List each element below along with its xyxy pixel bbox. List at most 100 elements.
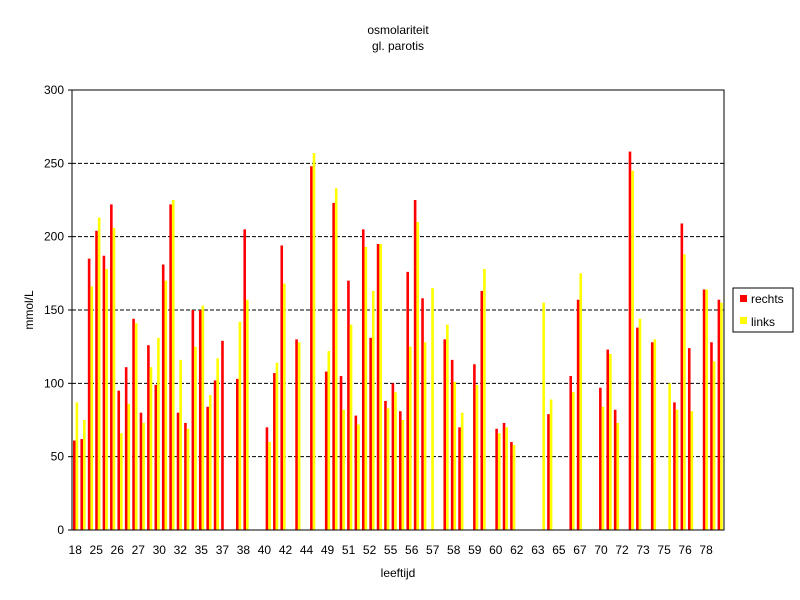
- bar-rechts: [206, 406, 209, 530]
- bar-rechts: [576, 299, 580, 530]
- bar-rechts: [636, 327, 639, 530]
- bar-rechts: [495, 428, 498, 530]
- x-axis-label: leeftijd: [381, 566, 416, 580]
- bar-links: [720, 302, 723, 530]
- bar-links: [179, 359, 182, 530]
- bar-links: [75, 402, 79, 530]
- bar-links: [268, 442, 271, 530]
- bar-rechts: [176, 412, 180, 530]
- bar-links: [683, 254, 686, 530]
- bar-rechts: [243, 229, 247, 530]
- bar-rechts: [673, 402, 676, 530]
- bar-rechts: [339, 376, 343, 530]
- legend-label-rechts: rechts: [751, 292, 784, 306]
- bar-links: [186, 428, 190, 530]
- bar-links: [201, 305, 205, 530]
- x-tick-label: 37: [216, 543, 230, 557]
- chart-subtitle: gl. parotis: [372, 39, 424, 53]
- bar-rechts: [110, 204, 113, 530]
- bar-links: [572, 392, 575, 530]
- bar-rechts: [376, 244, 380, 530]
- bar-links: [112, 227, 116, 530]
- bar-rechts: [399, 411, 402, 530]
- bar-rechts: [450, 359, 454, 530]
- bar-links: [653, 339, 657, 530]
- bar-rechts: [680, 223, 684, 530]
- bar-links: [631, 170, 634, 531]
- bar-links: [90, 286, 94, 530]
- bar-rechts: [73, 440, 76, 530]
- x-tick-label: 55: [384, 543, 398, 557]
- bar-links: [297, 342, 301, 530]
- x-tick-label: 78: [699, 543, 713, 557]
- bar-links: [105, 268, 108, 530]
- bar-links: [423, 342, 427, 530]
- bar-links: [349, 324, 353, 530]
- bar-rechts: [384, 400, 387, 530]
- bar-links: [127, 403, 131, 530]
- bar-links: [120, 433, 123, 530]
- y-tick-label: 50: [51, 450, 65, 464]
- bar-links: [675, 409, 679, 530]
- bar-rechts: [265, 427, 269, 530]
- bar-rechts: [443, 339, 447, 530]
- bar-links: [327, 351, 331, 530]
- bar-links: [705, 289, 708, 530]
- x-tick-label: 30: [153, 543, 167, 557]
- bar-rechts: [547, 414, 550, 530]
- bar-rechts: [569, 376, 573, 530]
- bar-rechts: [124, 367, 128, 530]
- y-tick-label: 0: [57, 523, 64, 537]
- bar-rechts: [184, 422, 187, 530]
- bar-links: [579, 273, 583, 530]
- bar-links: [401, 420, 405, 530]
- bar-links: [342, 409, 345, 530]
- bar-rechts: [717, 299, 721, 530]
- x-tick-label: 56: [405, 543, 419, 557]
- x-tick-label: 76: [678, 543, 692, 557]
- x-tick-label: 60: [489, 543, 503, 557]
- bar-links: [668, 383, 671, 530]
- bar-links: [364, 246, 368, 530]
- bar-links: [149, 367, 153, 530]
- bar-rechts: [391, 383, 395, 530]
- x-tick-label: 18: [69, 543, 83, 557]
- bar-links: [409, 346, 412, 530]
- bar-rechts: [354, 415, 358, 530]
- bar-links: [542, 302, 545, 530]
- bar-rechts: [458, 427, 461, 530]
- bar-rechts: [310, 166, 313, 530]
- x-tick-label: 75: [657, 543, 671, 557]
- bar-links: [497, 433, 501, 530]
- y-tick-label: 250: [44, 156, 64, 170]
- bar-rechts: [413, 200, 417, 530]
- bar-rechts: [361, 229, 365, 530]
- bar-rechts: [198, 310, 202, 530]
- bar-rechts: [139, 412, 143, 530]
- bar-rechts: [191, 310, 195, 530]
- bar-rechts: [132, 318, 135, 530]
- x-tick-label: 52: [363, 543, 377, 557]
- bar-links: [616, 422, 620, 530]
- y-tick-label: 300: [44, 83, 64, 97]
- bar-rechts: [95, 230, 98, 531]
- bar-rechts: [687, 348, 691, 530]
- x-tick-label: 27: [132, 543, 146, 557]
- bar-links: [164, 280, 168, 530]
- legend-label-links: links: [751, 315, 775, 329]
- bar-links: [505, 427, 508, 530]
- bar-links: [157, 337, 160, 530]
- bar-links: [453, 381, 457, 530]
- bar-rechts: [324, 371, 328, 530]
- x-tick-label: 49: [321, 543, 335, 557]
- y-tick-label: 200: [44, 230, 64, 244]
- bar-rechts: [213, 380, 217, 530]
- x-tick-label: 42: [279, 543, 293, 557]
- bar-links: [83, 420, 86, 530]
- y-tick-label: 100: [44, 376, 64, 390]
- bar-rechts: [473, 364, 476, 530]
- bar-rechts: [628, 151, 632, 530]
- bar-rechts: [221, 340, 224, 530]
- bar-links: [283, 283, 286, 530]
- bar-rechts: [280, 245, 284, 530]
